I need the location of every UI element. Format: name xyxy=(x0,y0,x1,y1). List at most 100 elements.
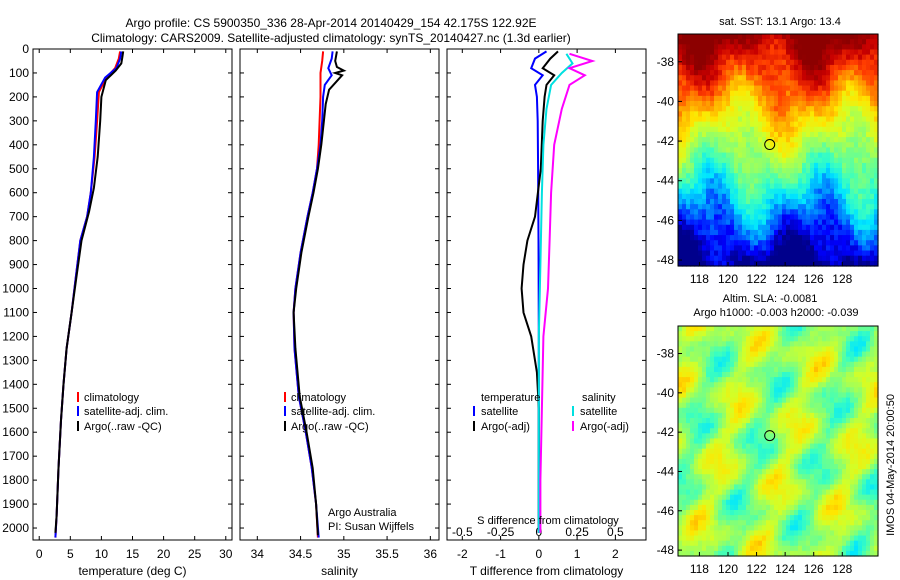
map-cell xyxy=(874,464,879,470)
map-cell xyxy=(738,525,743,532)
map-cell xyxy=(782,44,787,51)
map-cell xyxy=(726,193,731,200)
map-cell xyxy=(698,250,703,257)
map-cell xyxy=(766,121,771,128)
map-cell xyxy=(830,515,835,521)
map-cell xyxy=(694,407,699,414)
map-cell xyxy=(730,111,735,118)
map-cell xyxy=(730,49,735,56)
map-cell xyxy=(802,520,807,526)
map-cell xyxy=(738,204,743,210)
map-cell xyxy=(802,438,807,445)
map-cell xyxy=(774,433,779,440)
map-cell xyxy=(690,423,695,429)
map-cell xyxy=(798,453,803,460)
map-cell xyxy=(686,147,691,154)
map-cell xyxy=(810,39,815,45)
map-cell xyxy=(818,245,823,252)
map-cell xyxy=(790,377,795,383)
map-cell xyxy=(750,188,755,195)
map-cell xyxy=(754,458,759,465)
map-cell xyxy=(714,70,719,76)
map-cell xyxy=(726,341,731,348)
map-cell xyxy=(814,326,819,332)
map-cell xyxy=(822,515,827,521)
map-cell xyxy=(758,101,763,107)
map-cell xyxy=(818,204,823,210)
map-cell xyxy=(690,550,695,557)
map-cell xyxy=(806,464,811,470)
map-cell xyxy=(710,255,715,262)
map-cell xyxy=(874,535,879,542)
map-cell xyxy=(742,178,747,185)
map-cell xyxy=(798,356,803,363)
map-cell xyxy=(694,245,699,252)
map-cell xyxy=(710,106,715,112)
map-cell xyxy=(734,515,739,521)
map-cell xyxy=(818,499,823,506)
map-cell xyxy=(826,372,831,378)
map-cell xyxy=(726,438,731,445)
map-cell xyxy=(794,101,799,107)
map-cell xyxy=(854,260,859,267)
map-cell xyxy=(722,377,727,383)
map-cell xyxy=(770,361,775,368)
map-cell xyxy=(790,75,795,81)
map-cell xyxy=(738,351,743,358)
map-cell xyxy=(758,198,763,205)
map-cell xyxy=(874,39,879,45)
map-cell xyxy=(870,131,875,138)
map-cell xyxy=(762,39,767,45)
map-cell xyxy=(790,157,795,164)
map-cell xyxy=(790,183,795,190)
map-cell xyxy=(862,407,867,414)
map-cell xyxy=(830,402,835,409)
map-cell xyxy=(830,59,835,66)
map-cell xyxy=(834,525,839,532)
map-cell xyxy=(742,474,747,480)
map-cell xyxy=(750,235,755,241)
map-cell xyxy=(782,464,787,470)
map-cell xyxy=(710,168,715,174)
map-cell xyxy=(842,131,847,138)
map-cell xyxy=(810,235,815,241)
map-cell xyxy=(694,479,699,486)
map-cell xyxy=(718,361,723,368)
map-cell xyxy=(754,219,759,226)
map-cell xyxy=(858,402,863,409)
map-cell xyxy=(842,428,847,434)
map-cell xyxy=(858,80,863,87)
map-cell xyxy=(702,438,707,445)
map-cell xyxy=(722,351,727,358)
map-cell xyxy=(870,142,875,149)
map-cell xyxy=(818,464,823,470)
map-cell xyxy=(782,255,787,262)
map-cell xyxy=(754,250,759,257)
map-cell xyxy=(818,111,823,118)
map-cell xyxy=(858,372,863,378)
map-cell xyxy=(742,126,747,133)
map-cell xyxy=(862,147,867,154)
map-cell xyxy=(682,336,687,342)
map-cell xyxy=(870,392,875,399)
map-cell xyxy=(762,34,767,40)
map-cell xyxy=(786,331,791,337)
map-cell xyxy=(754,49,759,56)
map-cell xyxy=(834,433,839,440)
map-cell xyxy=(702,75,707,81)
map-cell xyxy=(782,34,787,40)
map-cell xyxy=(798,326,803,332)
map-cell xyxy=(794,90,799,97)
map-cell xyxy=(710,494,715,501)
map-cell xyxy=(702,59,707,66)
map-cell xyxy=(794,34,799,40)
map-cell xyxy=(834,240,839,246)
map-cell xyxy=(842,137,847,143)
map-cell xyxy=(730,423,735,429)
map-cell xyxy=(798,341,803,348)
map-cell xyxy=(726,64,731,71)
map-cell xyxy=(854,121,859,128)
map-cell xyxy=(778,392,783,399)
map-cell xyxy=(862,173,867,179)
map-cell xyxy=(834,39,839,45)
